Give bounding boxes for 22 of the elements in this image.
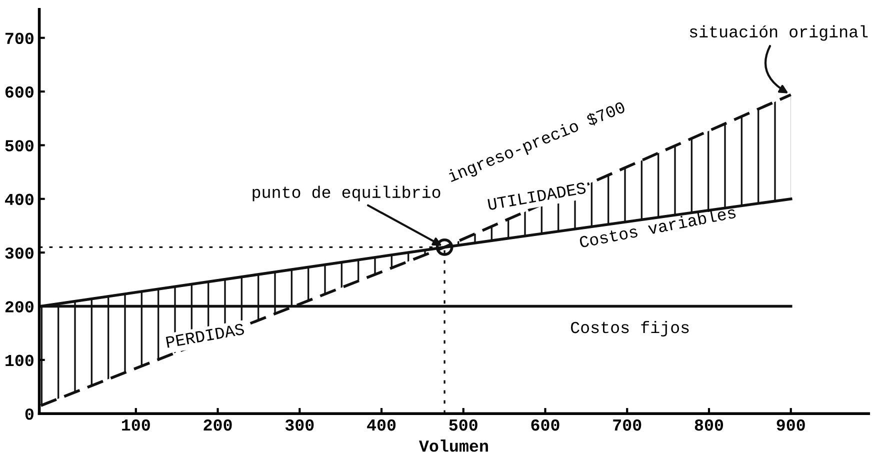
x-tick-label: 700: [613, 419, 642, 431]
x-tick-label: 100: [122, 419, 150, 431]
x-tick-label: 500: [449, 419, 478, 431]
annotation: situación original: [690, 25, 868, 41]
x-tick-label: 800: [694, 419, 724, 431]
annotation: Costos fijos: [570, 320, 689, 336]
y-tick-label: 700: [5, 32, 34, 44]
y-tick-label: 500: [5, 140, 34, 152]
y-tick-label: 600: [5, 86, 34, 98]
y-tick-label: 100: [6, 354, 34, 366]
annotation: PERDIDAS: [166, 323, 245, 348]
x-tick-label: 600: [531, 419, 560, 431]
y-tick-label: 200: [5, 301, 34, 312]
y-tick-label: 0: [25, 408, 34, 420]
y-tick-label: 300: [5, 247, 34, 259]
x-tick-label: 900: [776, 419, 805, 431]
x-tick-label: 300: [285, 419, 314, 431]
x-axis-title: Volumen: [418, 440, 488, 452]
x-tick-label: 200: [204, 419, 232, 431]
x-tick-label: 400: [367, 419, 396, 431]
y-tick-label: 400: [4, 194, 34, 206]
annotation: punto de equilibrio: [252, 186, 440, 202]
